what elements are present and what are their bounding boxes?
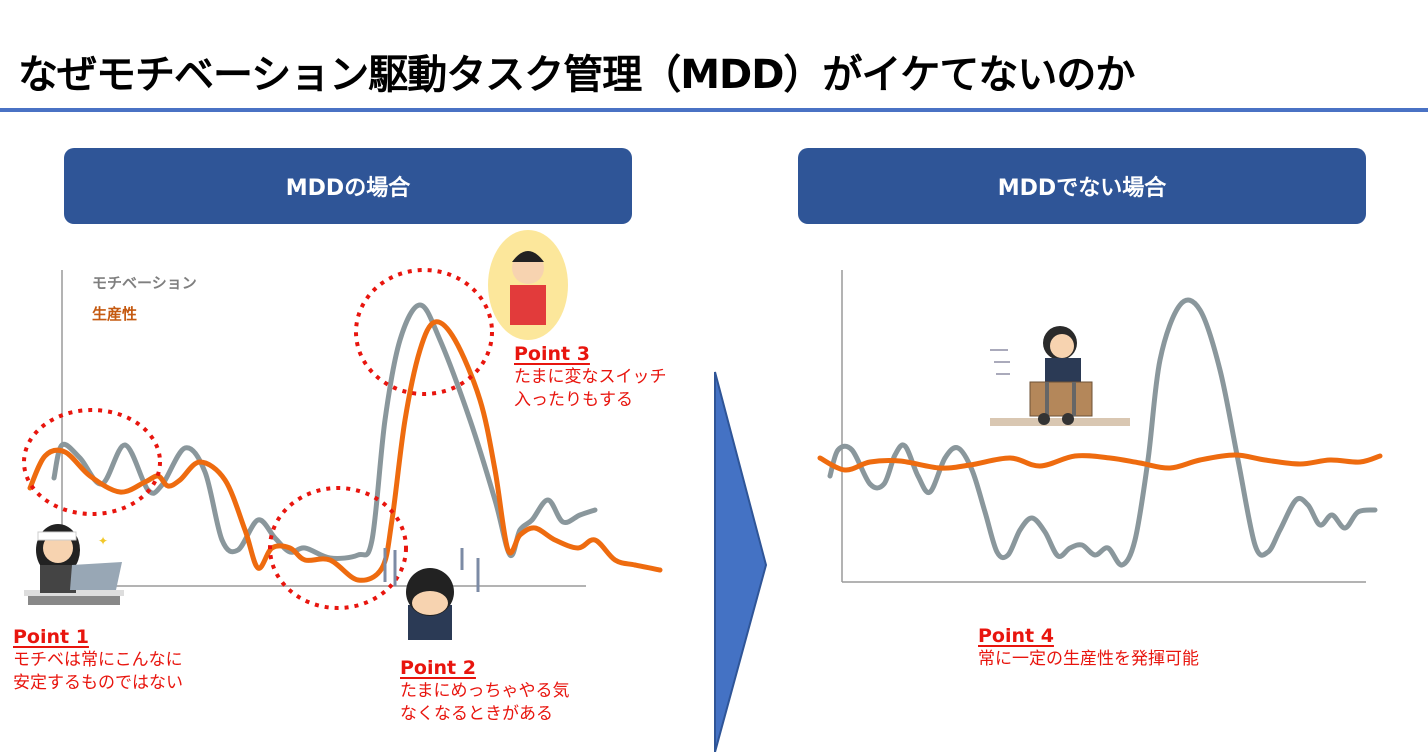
point-3-title: Point 3 [514,343,590,365]
highlight-circle-point-1 [22,408,162,516]
point-3-line-2: 入ったりもする [514,390,633,410]
highlight-circle-point-2 [268,486,408,610]
point-2-line-2: なくなるときがある [400,704,553,724]
page-title: なぜモチベーション駆動タスク管理（MDD）がイケてないのか [18,52,1135,98]
dejected-person-illustration [383,548,480,640]
point-1: Point 1 モチベは常にこんなに 安定するものではない [13,626,183,695]
legend-productivity: 生産性 [92,305,138,323]
productivity-line-chart-1 [27,319,663,583]
point-2-line-1: たまにめっちゃやる気 [400,681,570,701]
point-2-title: Point 2 [400,657,476,679]
point-1-line-2: 安定するものではない [13,673,183,693]
busy-worker-illustration: ✦ [24,524,124,605]
point-3-line-1: たまに変なスイッチ [514,367,667,387]
mine-cart-illustration [990,326,1130,426]
productivity-line-chart-2 [817,452,1383,473]
point-1-line-1: モチベは常にこんなに [13,650,183,670]
point-3: Point 3 たまに変なスイッチ 入ったりもする [514,343,667,412]
point-4-line-1: 常に一定の生産性を発揮可能 [978,649,1199,669]
legend-motivation: モチベーション [92,274,197,292]
panel-header-non-mdd: MDDでない場合 [798,148,1366,224]
point-4-title: Point 4 [978,625,1054,647]
point-1-title: Point 1 [13,626,89,648]
point-2: Point 2 たまにめっちゃやる気 なくなるときがある [400,657,570,726]
motivation-line-chart-2 [827,297,1378,568]
point-4: Point 4 常に一定の生産性を発揮可能 [978,625,1199,671]
title-divider [0,108,1428,112]
fired-up-person-illustration [488,230,568,340]
svg-text:✦: ✦ [98,534,108,548]
panel-header-mdd: MDDの場合 [64,148,632,224]
transition-arrow-icon [714,371,768,752]
highlight-circle-point-3 [354,268,494,396]
